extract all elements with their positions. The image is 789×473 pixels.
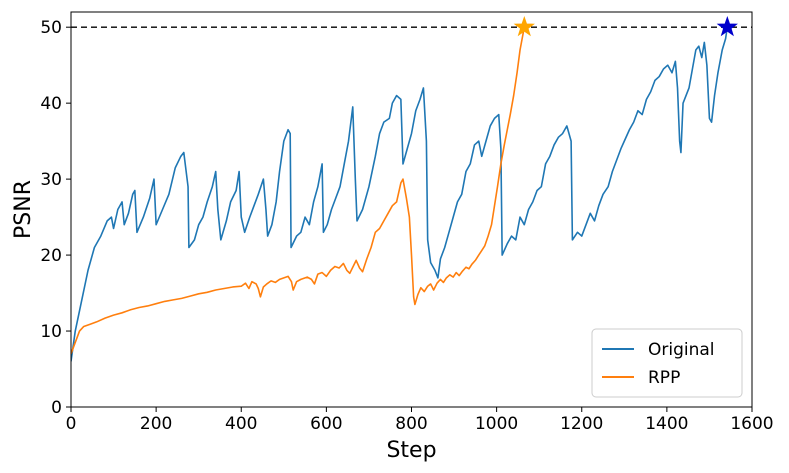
y-tick-label: 40 bbox=[40, 94, 62, 114]
series-line-rpp bbox=[71, 27, 526, 355]
series-line-original bbox=[71, 27, 729, 362]
x-tick-label: 1600 bbox=[730, 414, 773, 434]
legend-box bbox=[591, 328, 743, 398]
x-tick-label: 400 bbox=[225, 414, 257, 434]
legend-label-original: Original bbox=[648, 340, 715, 360]
y-tick-label: 50 bbox=[40, 18, 62, 38]
star-marker-rpp bbox=[513, 15, 535, 37]
y-tick-label: 30 bbox=[40, 170, 62, 190]
x-tick-label: 0 bbox=[66, 414, 77, 434]
legend: Original RPP bbox=[591, 328, 743, 398]
x-tick-label: 800 bbox=[395, 414, 427, 434]
legend-label-rpp: RPP bbox=[648, 368, 680, 388]
x-tick-label: 1200 bbox=[560, 414, 603, 434]
x-tick-label: 1000 bbox=[475, 414, 518, 434]
x-tick-label: 1400 bbox=[645, 414, 688, 434]
y-axis-label: PSNR bbox=[11, 180, 36, 239]
y-tick-label: 20 bbox=[40, 246, 62, 266]
x-tick-label: 200 bbox=[140, 414, 172, 434]
y-tick-label: 10 bbox=[40, 322, 62, 342]
plot-area bbox=[71, 15, 752, 362]
axes: 0 200 400 600 800 1000 1200 1400 1600 0 10 20 30 40 50 bbox=[40, 11, 774, 434]
x-axis-label: Step bbox=[386, 438, 436, 463]
star-marker-original bbox=[716, 15, 738, 37]
x-tick-label: 600 bbox=[310, 414, 342, 434]
y-tick-label: 0 bbox=[51, 398, 62, 418]
